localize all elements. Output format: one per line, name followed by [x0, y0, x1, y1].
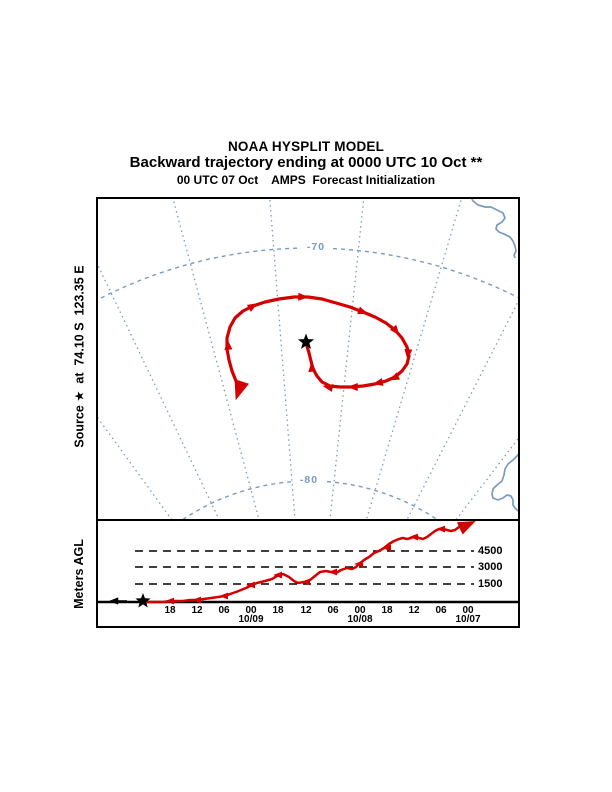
hour-tick-label: 18: [272, 605, 284, 616]
hour-tick-label: 06: [218, 605, 230, 616]
trajectory-6h-marker: [298, 292, 309, 301]
hour-tick-label: 18: [164, 605, 176, 616]
level-label-3000: 3000: [478, 561, 503, 573]
hour-tick-label: 12: [300, 605, 312, 616]
hour-tick-label: 06: [327, 605, 339, 616]
date-label: 10/09: [238, 614, 264, 625]
meridian-line: [98, 264, 220, 519]
height-6h-marker: [409, 533, 418, 541]
coastline: [471, 199, 517, 259]
trajectory-6h-marker: [224, 339, 233, 351]
trajectory-end-marker: [234, 379, 249, 401]
trajectory-6h-marker: [246, 303, 258, 312]
trajectory-6h-marker: [388, 372, 400, 381]
height-6h-marker: [354, 560, 363, 568]
source-star-profile: [135, 593, 151, 608]
meridian-line: [455, 437, 518, 519]
hour-tick-label: 00: [354, 605, 366, 616]
meridian-line: [365, 199, 463, 519]
height-6h-marker: [328, 568, 337, 576]
profile-axis-label: Meters AGL: [72, 539, 86, 609]
meridian-line: [269, 199, 296, 519]
title-model: NOAA HYSPLIT MODEL: [227, 139, 385, 154]
start-arrow-head: [108, 597, 119, 605]
height-profile-group: [97, 520, 519, 608]
trajectory-6h-marker: [357, 306, 369, 315]
lat-label-80: -80: [294, 475, 324, 486]
lat-label-70: -70: [301, 242, 331, 253]
title-init: 00 UTC 07 Oct AMPS Forecast Initializati…: [176, 173, 436, 187]
trajectory-6h-marker: [308, 361, 317, 372]
height-6h-marker: [192, 596, 201, 604]
date-label: 10/07: [455, 614, 481, 625]
date-label: 10/08: [347, 614, 373, 625]
hour-tick-label: 06: [435, 605, 447, 616]
height-6h-marker: [301, 578, 310, 586]
hour-tick-label: 12: [408, 605, 420, 616]
trajectory-6h-marker: [372, 378, 384, 386]
coastline: [491, 453, 518, 512]
meridian-line: [98, 417, 173, 519]
height-6h-marker: [165, 597, 174, 605]
trajectory-path-group: [224, 292, 413, 401]
profile-border: [96, 519, 520, 628]
meridian-line: [406, 300, 518, 519]
height-6h-marker: [436, 525, 445, 533]
trajectory-6h-marker: [389, 324, 400, 336]
latitude-circle: [182, 480, 438, 519]
height-6h-marker: [382, 544, 391, 552]
title-trajectory: Backward trajectory ending at 0000 UTC 1…: [129, 154, 483, 171]
hour-tick-label: 12: [191, 605, 203, 616]
meridian-line: [172, 199, 260, 519]
meridian-line: [329, 199, 365, 519]
source-star-map: [297, 333, 315, 349]
level-label-1500: 1500: [478, 578, 503, 590]
trajectory-6h-marker: [322, 384, 334, 392]
trajectory-line: [225, 295, 411, 390]
trajectory-6h-marker: [347, 383, 358, 391]
height-end-marker: [456, 520, 476, 535]
hour-tick-label: 00: [462, 605, 474, 616]
hour-tick-label: 00: [245, 605, 257, 616]
level-label-4500: 4500: [478, 545, 503, 557]
hour-tick-label: 18: [381, 605, 393, 616]
trajectory-6h-marker: [404, 348, 413, 360]
height-6h-marker: [246, 581, 255, 589]
height-6h-marker: [219, 592, 228, 600]
height-6h-marker: [273, 571, 282, 579]
height-profile-line: [143, 523, 468, 604]
